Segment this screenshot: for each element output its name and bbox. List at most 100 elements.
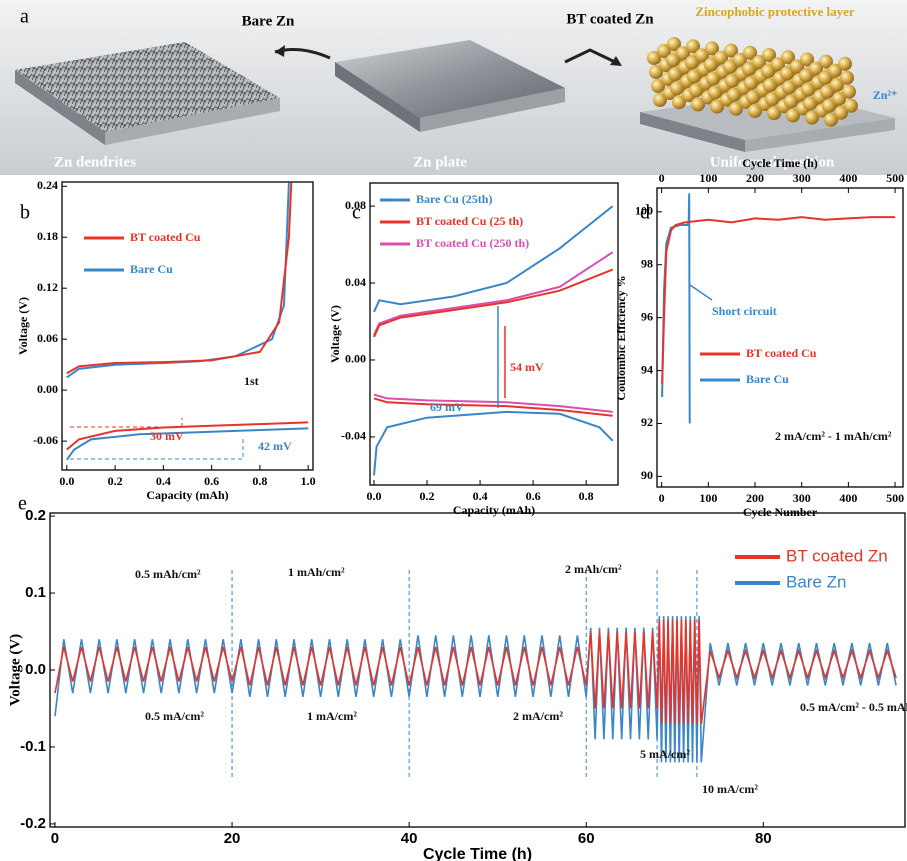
series-line (374, 252, 613, 412)
figure: a Bare Zn BT coated Zn Zincophobic prote… (0, 0, 907, 861)
layer-label: Zincophobic protective layer (695, 4, 855, 19)
annotation: 1 mA/cm² (307, 709, 357, 723)
sphere (838, 57, 852, 71)
x-tick-label: 0.8 (252, 474, 267, 488)
scheme-caption: Zn dendrites (54, 154, 136, 170)
x2-tick-label: 300 (793, 171, 811, 185)
y-tick-label: 100 (635, 204, 653, 218)
x-tick-label: 0 (51, 830, 59, 847)
legend-label: Bare Zn (786, 572, 846, 591)
y-axis-title: Voltage (V) (7, 634, 23, 706)
annotation: Short circuit (712, 304, 777, 318)
x2-tick-label: 200 (746, 171, 764, 185)
x-tick-label: 40 (401, 830, 418, 847)
y-tick-label: -0.2 (20, 815, 46, 832)
panel-letter: b (20, 202, 30, 224)
x-tick-label: 0.4 (156, 474, 171, 488)
legend-label: BT coated Cu (746, 346, 817, 360)
x2-tick-label: 100 (699, 171, 717, 185)
x-tick-label: 0.6 (204, 474, 219, 488)
sphere (840, 71, 854, 85)
x-axis-title: Capacity (mAh) (453, 503, 535, 517)
sphere (844, 99, 858, 113)
x-axis-title: Cycle Number (743, 505, 818, 519)
arrow (690, 285, 712, 300)
y-tick-label: 0.1 (25, 584, 46, 601)
annotation: 0.5 mAh/cm² (135, 567, 201, 581)
x-tick-label: 0.2 (420, 489, 435, 503)
dimension-marker (70, 418, 182, 427)
x-tick-label: 20 (224, 830, 241, 847)
x-tick-label: 0.0 (59, 474, 74, 488)
legend-label: BT coated Cu (130, 230, 201, 244)
y-tick-label: 0.00 (37, 382, 58, 396)
x2-tick-label: 0 (659, 171, 665, 185)
x-tick-label: 400 (839, 491, 857, 505)
y-tick-label: -0.04 (341, 429, 366, 443)
y-tick-label: 98 (641, 256, 653, 270)
x-axis-title: Cycle Time (h) (423, 846, 532, 861)
scheme-caption: Zn plate (413, 154, 467, 170)
x-tick-label: 0.4 (473, 489, 488, 503)
y-axis-title: Coulombic Efficiency % (614, 275, 628, 400)
annotation: 1st (244, 374, 259, 388)
y-tick-label: 0.0 (25, 661, 46, 678)
x-tick-label: 0.8 (579, 489, 594, 503)
annotation: 1 mAh/cm² (288, 565, 345, 579)
y-tick-label: -0.1 (20, 738, 46, 755)
ion-label: Zn²⁺ (873, 88, 898, 102)
x2-tick-label: 400 (839, 171, 857, 185)
series-line (374, 270, 613, 416)
x-tick-label: 500 (886, 491, 904, 505)
y-tick-label: 0.00 (345, 352, 366, 366)
legend-label: Bare Cu (746, 372, 789, 386)
annotation: 10 mA/cm² (702, 782, 758, 796)
annotation: 0.5 mA/cm² - 0.5 mAh/cm² (800, 700, 907, 714)
y-tick-label: 90 (641, 468, 653, 482)
annotation: 42 mV (258, 439, 292, 453)
scheme-label: BT coated Zn (566, 11, 654, 27)
scheme-label: Bare Zn (242, 13, 295, 29)
x2-tick-label: 500 (886, 171, 904, 185)
annotation: 2 mAh/cm² (565, 562, 622, 576)
y-tick-label: 0.06 (37, 331, 58, 345)
legend-label: BT coated Cu (250 th) (416, 236, 529, 250)
x-tick-label: 200 (746, 491, 764, 505)
y-tick-label: 0.2 (25, 507, 46, 524)
y-axis-title: Voltage (V) (328, 305, 342, 363)
legend-label: Bare Cu (25th) (416, 192, 492, 206)
panel-a: a Bare Zn BT coated Zn Zincophobic prote… (0, 0, 907, 175)
series-line (67, 183, 308, 450)
x-tick-label: 0.6 (526, 489, 541, 503)
annotation: 69 mV (430, 400, 464, 414)
y-tick-label: -0.06 (33, 433, 58, 447)
x-axis-title: Capacity (mAh) (146, 488, 228, 502)
annotation: 5 mA/cm² (640, 747, 690, 761)
x-tick-label: 100 (699, 491, 717, 505)
y-tick-label: 92 (641, 415, 653, 429)
x-tick-label: 1.0 (301, 474, 316, 488)
series-line (67, 183, 308, 460)
x-tick-label: 0 (659, 491, 665, 505)
annotation: 30 mV (150, 429, 184, 443)
x2-axis-title: Cycle Time (h) (742, 156, 818, 170)
panel-letter: a (20, 6, 29, 28)
legend-label: BT coated Zn (786, 546, 888, 565)
y-tick-label: 0.18 (37, 229, 58, 243)
y-tick-label: 0.04 (345, 275, 366, 289)
legend-label: BT coated Cu (25 th) (416, 214, 523, 228)
x-tick-label: 80 (755, 830, 772, 847)
y-tick-label: 96 (641, 309, 653, 323)
x-tick-label: 60 (578, 830, 595, 847)
series-line (662, 193, 690, 423)
annotation: 2 mA/cm² (513, 709, 563, 723)
annotation: 54 mV (510, 360, 544, 374)
plot-frame (50, 513, 905, 827)
x-tick-label: 0.0 (366, 489, 381, 503)
annotation: 0.5 mA/cm² (145, 709, 204, 723)
y-tick-label: 94 (641, 362, 653, 376)
y-tick-label: 0.24 (37, 178, 58, 192)
legend-label: Bare Cu (130, 262, 173, 276)
annotation: 2 mA/cm² - 1 mAh/cm² (775, 429, 892, 443)
x-tick-label: 300 (793, 491, 811, 505)
